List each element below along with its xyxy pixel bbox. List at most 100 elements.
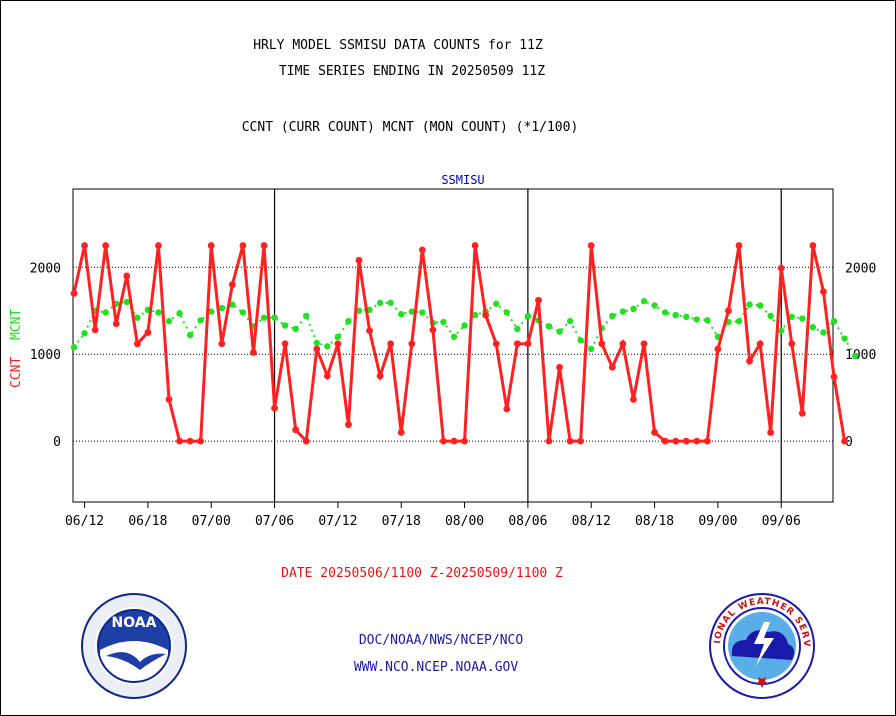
mcnt-point xyxy=(588,345,595,353)
ccnt-point xyxy=(260,242,268,249)
mcnt-point xyxy=(704,317,711,324)
ccnt-point xyxy=(123,272,131,280)
ccnt-point xyxy=(619,340,627,348)
ccnt-point xyxy=(461,437,468,445)
ccnt-point xyxy=(693,437,701,445)
ccnt-point xyxy=(323,372,331,380)
mcnt-point xyxy=(503,309,510,316)
ccnt-point xyxy=(703,437,711,445)
y-tick-label-right: 1000 xyxy=(845,348,876,363)
mcnt-point xyxy=(471,311,479,319)
ccnt-point xyxy=(830,373,838,381)
mcnt-point xyxy=(134,314,141,321)
chart-subtitle: CCNT (CURR COUNT) MCNT (MON COUNT) (*1/1… xyxy=(241,120,579,135)
mcnt-point xyxy=(324,343,331,350)
mcnt-point xyxy=(788,313,795,321)
ccnt-point xyxy=(440,437,447,445)
mcnt-point xyxy=(461,322,468,329)
mcnt-point xyxy=(355,307,363,314)
x-tick-label: 08/06 xyxy=(508,514,547,529)
mcnt-point xyxy=(767,312,774,320)
mcnt-point xyxy=(820,329,827,336)
ccnt-point xyxy=(598,340,606,348)
ccnt-point xyxy=(176,437,183,445)
mcnt-point xyxy=(609,312,616,320)
ccnt-point xyxy=(524,340,532,348)
ccnt-point xyxy=(798,409,806,417)
ccnt-point xyxy=(640,340,648,348)
mcnt-point xyxy=(313,339,320,347)
mcnt-point xyxy=(799,315,806,322)
x-tick-label: 07/18 xyxy=(382,514,421,529)
ccnt-point xyxy=(545,437,553,445)
ccnt-point xyxy=(271,404,278,412)
ccnt-point xyxy=(450,437,458,445)
date-range-label: DATE 20250506/1100 Z-20250509/1100 Z xyxy=(281,566,563,581)
ccnt-point xyxy=(302,437,310,445)
y-tick-label-left: 2000 xyxy=(30,261,61,276)
ccnt-point xyxy=(672,437,680,445)
website-link[interactable]: WWW.NCO.NCEP.NOAA.GOV xyxy=(353,660,519,675)
ccnt-point xyxy=(746,357,753,365)
ccnt-point xyxy=(91,326,99,334)
ccnt-point xyxy=(841,437,848,445)
x-tick-label: 07/00 xyxy=(192,514,231,529)
x-tick-label: 08/12 xyxy=(572,514,611,529)
y-tick-label-right: 0 xyxy=(845,435,853,450)
mcnt-point xyxy=(630,305,637,313)
ccnt-point xyxy=(482,311,490,319)
mcnt-point xyxy=(176,310,183,317)
y-axis-label-mcnt: MCNT xyxy=(9,309,24,340)
noaa-logo-text: NOAA xyxy=(112,615,157,631)
mcnt-point xyxy=(260,314,268,321)
mcnt-point xyxy=(398,311,405,318)
mcnt-point xyxy=(556,328,563,335)
ccnt-point xyxy=(218,340,226,348)
mcnt-point xyxy=(81,330,88,337)
mcnt-point xyxy=(334,333,342,341)
mcnt-point xyxy=(661,309,669,316)
mcnt-point xyxy=(809,324,817,331)
ccnt-point xyxy=(682,437,690,445)
mcnt-point xyxy=(376,299,384,307)
mcnt-point xyxy=(756,302,764,309)
ccnt-point xyxy=(144,329,152,336)
ccnt-point xyxy=(408,340,416,348)
mcnt-point xyxy=(303,312,310,320)
ccnt-point xyxy=(345,421,352,429)
mcnt-point xyxy=(524,312,532,320)
mcnt-point xyxy=(450,333,458,341)
ccnt-point xyxy=(735,242,743,249)
ccnt-point xyxy=(70,289,78,297)
mcnt-point xyxy=(197,317,204,324)
mcnt-point xyxy=(683,313,690,321)
x-tick-label: 06/12 xyxy=(65,514,104,529)
mcnt-point xyxy=(651,302,658,309)
mcnt-point xyxy=(271,314,278,321)
ccnt-point xyxy=(387,340,395,348)
chart-title-line1: HRLY MODEL SSMISU DATA COUNTS for 11Z xyxy=(253,38,543,53)
ccnt-point xyxy=(714,345,722,353)
ccnt-point xyxy=(366,327,373,335)
nws-logo-icon: NATIONAL WEATHER SERVICE xyxy=(708,592,815,699)
ccnt-point xyxy=(429,326,437,334)
ccnt-point xyxy=(292,426,300,434)
x-tick-label: 07/12 xyxy=(318,514,357,529)
ccnt-point xyxy=(651,429,658,436)
ccnt-point xyxy=(313,345,321,353)
ccnt-point xyxy=(725,307,732,315)
ccnt-point xyxy=(228,281,236,289)
ccnt-point xyxy=(587,242,595,249)
noaa-logo-icon: NOAA xyxy=(81,593,187,699)
ccnt-point xyxy=(186,437,194,445)
ccnt-point xyxy=(165,396,173,403)
mcnt-point xyxy=(102,309,109,316)
mcnt-point xyxy=(123,298,130,306)
ccnt-point xyxy=(281,340,289,348)
y-tick-label-right: 2000 xyxy=(845,261,876,276)
mcnt-point xyxy=(566,317,574,325)
ccnt-point xyxy=(418,246,426,254)
ccnt-point xyxy=(102,242,110,249)
mcnt-point xyxy=(345,317,352,325)
